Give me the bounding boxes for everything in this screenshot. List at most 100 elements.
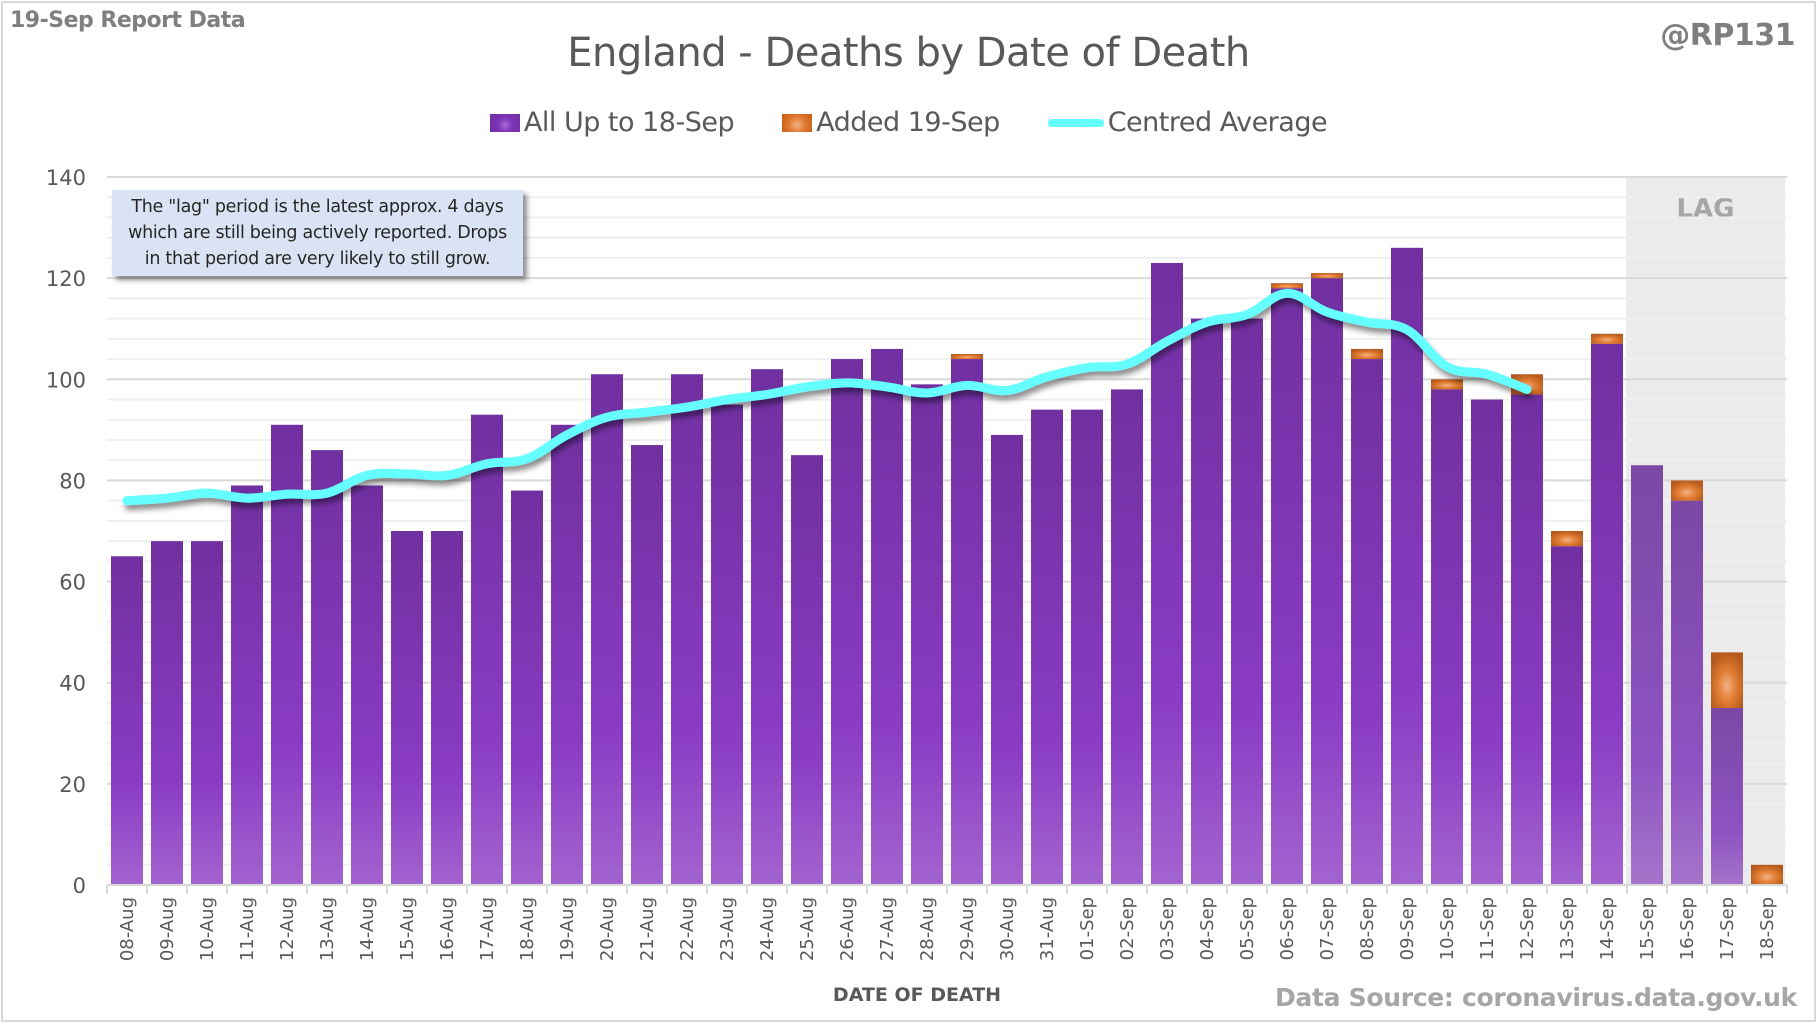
bar-all-up-to-18-sep	[271, 424, 303, 885]
bar-all-up-to-18-sep	[1111, 389, 1143, 885]
x-tick-label: 12-Sep	[1517, 897, 1538, 960]
bar-all-up-to-18-sep	[991, 434, 1023, 885]
bar-all-up-to-18-sep	[1271, 288, 1303, 885]
x-tick-label: 02-Sep	[1117, 897, 1138, 960]
legend-swatch-orange	[782, 113, 813, 132]
y-tick-label: 20	[59, 773, 86, 797]
x-tick-label: 16-Sep	[1677, 897, 1698, 960]
x-tick-label: 14-Sep	[1597, 897, 1618, 960]
x-tick-label: 11-Aug	[237, 897, 258, 961]
x-tick-label: 11-Sep	[1477, 897, 1498, 960]
x-tick-label: 05-Sep	[1237, 897, 1258, 960]
bar-added-19-sep	[1351, 348, 1383, 360]
x-tick-label: 19-Aug	[557, 897, 578, 961]
x-tick-label: 25-Aug	[797, 897, 818, 961]
x-tick-label: 07-Sep	[1317, 897, 1338, 960]
bar-all-up-to-18-sep	[151, 541, 183, 885]
bar-all-up-to-18-sep	[1551, 546, 1583, 885]
x-tick-label: 10-Sep	[1437, 897, 1458, 960]
x-tick-label: 24-Aug	[757, 897, 778, 961]
x-tick-label: 01-Sep	[1077, 897, 1098, 960]
x-tick-label: 13-Aug	[317, 897, 338, 961]
legend-item-centred-average: Centred Average	[1047, 107, 1328, 138]
bar-all-up-to-18-sep	[1471, 399, 1503, 885]
legend-label: Centred Average	[1107, 107, 1328, 138]
x-tick-label: 04-Sep	[1197, 897, 1218, 960]
bar-all-up-to-18-sep	[1631, 465, 1663, 885]
bar-all-up-to-18-sep	[111, 556, 143, 885]
bar-all-up-to-18-sep	[671, 374, 703, 885]
lag-label: LAG	[1676, 194, 1734, 224]
bar-all-up-to-18-sep	[1151, 262, 1183, 885]
bar-added-19-sep	[1591, 333, 1623, 344]
bar-all-up-to-18-sep	[871, 348, 903, 885]
bar-all-up-to-18-sep	[1231, 318, 1263, 886]
bar-all-up-to-18-sep	[1671, 500, 1703, 885]
x-tick-label: 21-Aug	[637, 897, 658, 961]
bar-all-up-to-18-sep	[631, 445, 663, 885]
x-tick-label: 17-Sep	[1717, 897, 1738, 960]
legend-label: All Up to 18-Sep	[523, 107, 735, 138]
y-tick-label: 80	[59, 469, 86, 493]
report-date-label: 19-Sep Report Data	[10, 8, 246, 33]
bar-all-up-to-18-sep	[1511, 394, 1543, 885]
x-tick-label: 23-Aug	[717, 897, 738, 961]
x-tick-label: 16-Aug	[437, 897, 458, 961]
legend-label: Added 19-Sep	[816, 107, 1000, 138]
x-tick-label: 29-Aug	[957, 897, 978, 961]
legend-swatch-purple	[489, 113, 520, 132]
x-tick-label: 03-Sep	[1157, 897, 1178, 960]
bar-all-up-to-18-sep	[391, 531, 423, 885]
author-handle: @RP131	[1660, 18, 1795, 53]
bar-added-19-sep	[1271, 283, 1303, 289]
bar-all-up-to-18-sep	[1071, 409, 1103, 885]
x-tick-label: 27-Aug	[877, 897, 898, 961]
centred-average-line	[122, 288, 1532, 506]
bar-all-up-to-18-sep	[711, 404, 743, 885]
x-tick-label: 22-Aug	[677, 897, 698, 961]
x-tick-label: 15-Sep	[1637, 897, 1658, 960]
annotation-line: The "lag" period is the latest approx. 4…	[131, 197, 504, 217]
bar-all-up-to-18-sep	[1191, 318, 1223, 886]
bar-all-up-to-18-sep	[1391, 247, 1423, 886]
annotation-line: in that period are very likely to still …	[144, 249, 491, 269]
bar-all-up-to-18-sep	[1591, 343, 1623, 885]
y-tick-label: 120	[46, 267, 86, 291]
bar-all-up-to-18-sep	[951, 359, 983, 885]
bar-all-up-to-18-sep	[1351, 359, 1383, 885]
bar-added-19-sep	[1711, 652, 1743, 708]
x-tick-label: 18-Sep	[1757, 897, 1778, 960]
bar-all-up-to-18-sep	[471, 414, 503, 885]
bar-all-up-to-18-sep	[1311, 278, 1343, 886]
legend: All Up to 18-Sep Added 19-Sep Centred Av…	[0, 107, 1817, 138]
bar-all-up-to-18-sep	[1711, 708, 1743, 885]
legend-item-all-up-to: All Up to 18-Sep	[489, 107, 735, 138]
bar-all-up-to-18-sep	[511, 490, 543, 885]
annotation-line: which are still being actively reported.…	[128, 223, 507, 243]
x-tick-label: 31-Aug	[1037, 897, 1058, 961]
bar-all-up-to-18-sep	[311, 450, 343, 885]
x-tick-label: 08-Aug	[117, 897, 138, 961]
bar-all-up-to-18-sep	[551, 424, 583, 885]
bar-all-up-to-18-sep	[431, 531, 463, 885]
bar-all-up-to-18-sep	[351, 485, 383, 885]
lag-annotation-box: The "lag" period is the latest approx. 4…	[112, 190, 523, 276]
y-tick-label: 0	[73, 874, 86, 898]
x-tick-label: 30-Aug	[997, 897, 1018, 961]
bar-all-up-to-18-sep	[751, 369, 783, 886]
bar-added-19-sep	[1751, 864, 1783, 885]
chart-title: England - Deaths by Date of Death	[567, 30, 1250, 76]
bar-added-19-sep	[1671, 480, 1703, 501]
x-tick-label: 09-Aug	[157, 897, 178, 961]
bar-all-up-to-18-sep	[1031, 409, 1063, 885]
x-tick-label: 08-Sep	[1357, 897, 1378, 960]
x-tick-label: 12-Aug	[277, 897, 298, 961]
bar-all-up-to-18-sep	[1431, 389, 1463, 885]
y-tick-label: 60	[59, 571, 86, 595]
x-tick-label: 26-Aug	[837, 897, 858, 961]
x-tick-label: 28-Aug	[917, 897, 938, 961]
bar-added-19-sep	[1431, 379, 1463, 390]
bar-all-up-to-18-sep	[591, 374, 623, 885]
data-source: Data Source: coronavirus.data.gov.uk	[1274, 983, 1797, 1012]
